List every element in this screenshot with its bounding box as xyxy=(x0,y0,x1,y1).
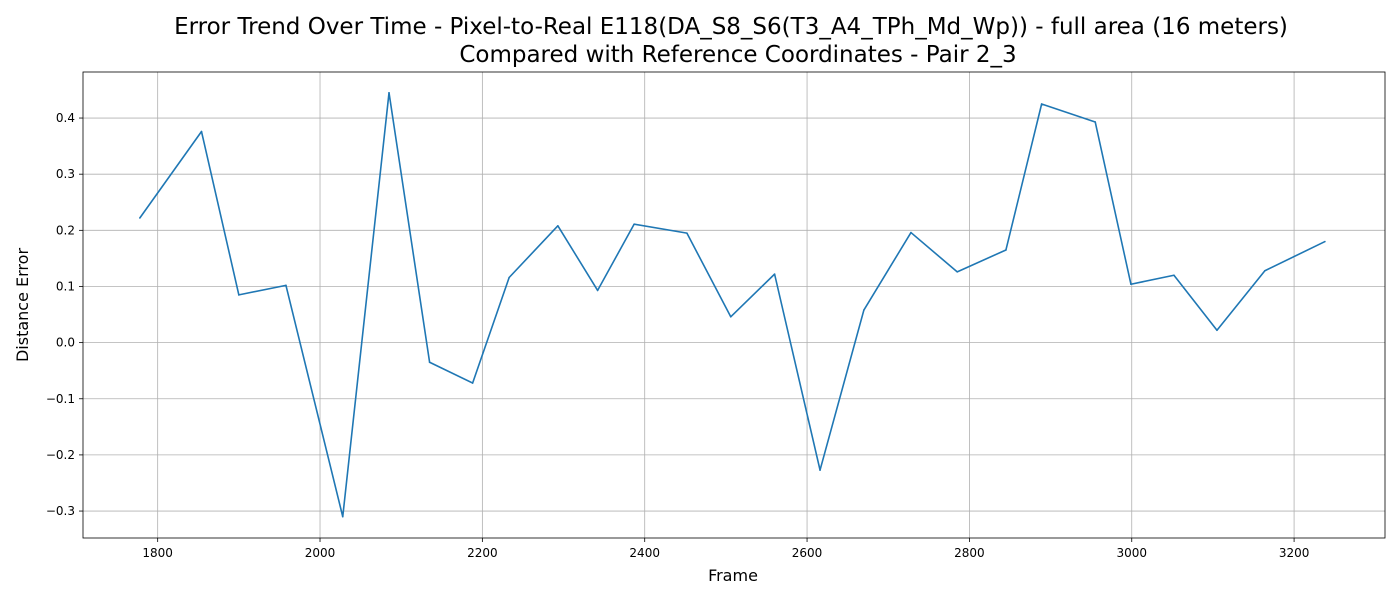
data-point-0-8 xyxy=(508,276,510,279)
data-point-0-5 xyxy=(388,91,390,94)
data-point-0-4 xyxy=(341,515,344,518)
y-tick-label-6: 0.3 xyxy=(56,167,75,181)
x-tick-label-6: 3000 xyxy=(1116,546,1147,560)
chart-title-line-2: Compared with Reference Coordinates - Pa… xyxy=(459,42,1016,68)
x-tick-label-2: 2200 xyxy=(467,546,498,560)
data-point-0-26 xyxy=(1324,240,1326,243)
data-point-0-25 xyxy=(1264,269,1266,272)
data-point-0-12 xyxy=(686,232,688,234)
data-point-0-15 xyxy=(819,469,821,471)
series-layer xyxy=(139,91,1326,518)
y-axis-ticks: −0.3 −0.2 −0.1 0.0 0.1 0.2 0.3 0.4 xyxy=(46,111,83,518)
y-tick-label-2: −0.1 xyxy=(46,392,75,406)
x-tick-label-1: 2000 xyxy=(305,546,336,560)
data-point-0-0 xyxy=(139,217,141,219)
y-tick-label-3: 0.0 xyxy=(56,336,75,350)
data-point-0-7 xyxy=(471,382,474,384)
x-tick-label-3: 2400 xyxy=(629,546,660,560)
y-tick-label-1: −0.2 xyxy=(46,448,75,462)
x-axis-ticks: 1800 2000 2200 2400 2600 2800 3000 3200 xyxy=(142,538,1309,560)
y-tick-label-5: 0.2 xyxy=(56,223,75,237)
data-point-0-9 xyxy=(557,225,559,227)
data-point-0-11 xyxy=(633,223,635,225)
data-point-0-19 xyxy=(1005,249,1007,251)
data-point-0-23 xyxy=(1173,274,1175,277)
data-point-0-16 xyxy=(863,309,865,311)
y-tick-label-7: 0.4 xyxy=(56,111,75,125)
y-tick-label-4: 0.1 xyxy=(56,279,75,293)
chart-title-line-1: Error Trend Over Time - Pixel-to-Real E1… xyxy=(174,14,1288,40)
data-point-0-2 xyxy=(238,294,240,296)
y-tick-label-0: −0.3 xyxy=(46,504,75,518)
data-point-0-21 xyxy=(1094,121,1097,123)
data-point-0-13 xyxy=(729,315,732,318)
data-point-0-10 xyxy=(596,289,599,292)
x-tick-label-0: 1800 xyxy=(142,546,173,560)
series-line-0 xyxy=(139,91,1326,518)
data-point-0-17 xyxy=(910,231,912,234)
data-point-0-14 xyxy=(773,273,776,275)
data-point-0-3 xyxy=(285,284,287,287)
data-point-0-18 xyxy=(956,271,959,273)
data-point-0-22 xyxy=(1130,283,1132,286)
x-tick-label-4: 2600 xyxy=(792,546,823,560)
x-gridlines xyxy=(157,72,1295,538)
data-point-0-6 xyxy=(428,361,431,364)
x-axis-label: Frame xyxy=(708,566,758,585)
x-tick-label-7: 3200 xyxy=(1279,546,1310,560)
data-point-0-24 xyxy=(1216,329,1218,332)
x-tick-label-5: 2800 xyxy=(954,546,985,560)
y-axis-label: Distance Error xyxy=(13,248,32,362)
plot-frame xyxy=(82,71,1386,539)
data-point-0-20 xyxy=(1040,103,1043,105)
data-point-0-1 xyxy=(200,130,203,133)
